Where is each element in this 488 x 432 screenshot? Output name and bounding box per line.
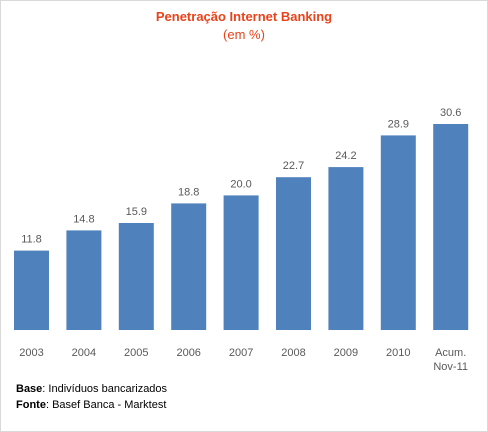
footnote-source: Fonte: Basef Banca - Marktest (16, 399, 166, 411)
footnote-source-label: Fonte (16, 399, 46, 411)
value-label: 24.2 (335, 150, 356, 162)
x-tick-label: 2008 (281, 347, 305, 359)
x-tick-label: Nov-11 (433, 361, 468, 373)
bar-2004 (66, 230, 102, 330)
value-label: 28.9 (388, 118, 409, 130)
x-tick-label: Acum. (435, 347, 466, 359)
bar-2010 (380, 135, 416, 330)
x-tick-label: 2006 (176, 347, 200, 359)
bar-2008 (276, 177, 311, 330)
bar-2009 (328, 167, 364, 330)
footnote-base-text: : Indivíduos bancarizados (42, 383, 168, 395)
x-tick-label: 2005 (124, 347, 148, 359)
bar-2005 (118, 223, 154, 330)
x-tick-label: 2004 (72, 347, 96, 359)
bar-2003 (14, 250, 49, 330)
footnote-base: Base: Indivíduos bancarizados (16, 383, 167, 395)
value-label: 11.8 (21, 234, 42, 246)
value-label: 30.6 (440, 107, 461, 119)
chart-title: Penetração Internet Banking (155, 9, 333, 24)
value-label: 18.8 (178, 186, 199, 198)
x-tick-label: 2007 (229, 347, 253, 359)
bar-chart: 11.8 2003 14.8 2004 15.9 2005 18.8 2006 20.0 2007… (14, 107, 469, 373)
bar-2006 (171, 203, 207, 330)
bar-2007 (223, 195, 259, 330)
x-tick-label: 2009 (334, 347, 358, 359)
x-tick-label: 2003 (19, 347, 43, 359)
bar-acum-nov-11 (433, 124, 469, 330)
value-label: 14.8 (73, 213, 94, 225)
footnote-base-label: Base (16, 383, 43, 395)
value-label: 20.0 (230, 178, 251, 190)
value-label: 15.9 (126, 206, 147, 218)
footnote-source-text: : Basef Banca - Marktest (45, 399, 167, 411)
x-tick-label: 2010 (386, 347, 410, 359)
chart-subtitle: (em %) (223, 27, 265, 42)
value-label: 22.7 (283, 160, 304, 172)
